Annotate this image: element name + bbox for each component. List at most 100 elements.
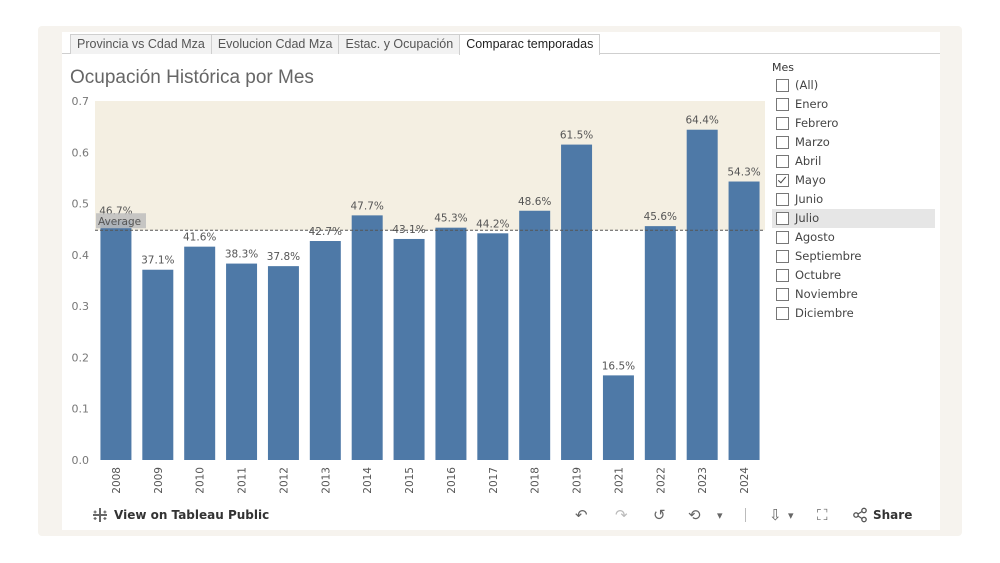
- filter-item-label: Febrero: [795, 116, 839, 130]
- x-tick-label: 2010: [195, 467, 207, 494]
- view-on-tableau-label: View on Tableau Public: [114, 508, 270, 522]
- download-dropdown-caret-icon[interactable]: ▾: [788, 509, 794, 522]
- share-icon: [853, 507, 867, 523]
- toolbar-separator: [745, 508, 746, 522]
- filter-item[interactable]: Septiembre: [772, 247, 935, 266]
- x-tick-label: 2021: [613, 467, 625, 494]
- filter-item[interactable]: Agosto: [772, 228, 935, 247]
- x-tick-label: 2015: [404, 467, 416, 494]
- checkbox-icon[interactable]: [776, 231, 789, 244]
- checkbox-icon[interactable]: [776, 174, 789, 187]
- bar-2011: [226, 263, 258, 460]
- checkbox-icon[interactable]: [776, 288, 789, 301]
- download-icon[interactable]: ⇩: [769, 506, 782, 524]
- checkbox-icon[interactable]: [776, 155, 789, 168]
- data-label: 44.2%: [476, 218, 509, 230]
- filter-item-label: Julio: [795, 211, 820, 225]
- x-tick-label: 2023: [697, 467, 709, 494]
- y-tick-label: 0.5: [72, 198, 90, 211]
- average-label-bg: [96, 213, 146, 229]
- data-label: 43.1%: [392, 224, 425, 236]
- x-tick-label: 2014: [362, 467, 374, 494]
- average-band: [95, 101, 765, 231]
- checkbox-icon[interactable]: [776, 117, 789, 130]
- data-label: 42.7%: [309, 226, 342, 238]
- filter-item-label: Enero: [795, 97, 829, 111]
- filter-item-label: Noviembre: [795, 287, 858, 301]
- bar-2009: [142, 269, 174, 460]
- filter-item-label: Junio: [795, 192, 824, 206]
- checkbox-icon[interactable]: [776, 193, 789, 206]
- filter-item-label: Abril: [795, 154, 822, 168]
- x-tick-label: 2018: [530, 467, 542, 494]
- data-label: 54.3%: [727, 167, 760, 179]
- checkbox-icon[interactable]: [776, 79, 789, 92]
- chart-title: Ocupación Histórica por Mes: [70, 67, 314, 88]
- data-label: 41.6%: [183, 232, 216, 244]
- checkbox-icon[interactable]: [776, 250, 789, 263]
- x-tick-label: 2013: [320, 467, 332, 494]
- toolbar: View on Tableau Public ↶ ↷ ↺ ⟲ ▾ ⇩ ▾ ⛶ S…: [62, 500, 940, 530]
- filter-item[interactable]: Octubre: [772, 266, 935, 285]
- x-tick-label: 2016: [446, 467, 458, 494]
- data-label: 38.3%: [225, 249, 258, 261]
- refresh-icon[interactable]: ⟲: [688, 506, 701, 524]
- y-tick-label: 0.1: [72, 403, 90, 416]
- checkbox-icon[interactable]: [776, 212, 789, 225]
- x-tick-label: 2024: [739, 467, 751, 494]
- bar-2021: [602, 375, 634, 460]
- checkbox-icon[interactable]: [776, 98, 789, 111]
- checkbox-icon[interactable]: [776, 136, 789, 149]
- share-label: Share: [873, 508, 913, 522]
- filter-item[interactable]: Enero: [772, 95, 935, 114]
- filter-item[interactable]: Junio: [772, 190, 935, 209]
- filter-item[interactable]: Julio: [772, 209, 935, 228]
- tab-1[interactable]: Provincia vs Cdad Mza: [70, 34, 212, 54]
- fullscreen-icon[interactable]: ⛶: [817, 506, 828, 524]
- revert-icon[interactable]: ↺: [653, 506, 666, 524]
- filter-item[interactable]: Mayo: [772, 171, 935, 190]
- filter-item[interactable]: Diciembre: [772, 304, 935, 323]
- bar-2023: [686, 129, 718, 460]
- y-tick-label: 0.6: [72, 146, 90, 159]
- filter-item-label: Diciembre: [795, 306, 854, 320]
- bar-2019: [561, 144, 593, 461]
- tab-strip: Provincia vs Cdad Mza Evolucion Cdad Mza E…: [70, 34, 601, 55]
- x-tick-label: 2012: [278, 467, 290, 494]
- refresh-dropdown-caret-icon[interactable]: ▾: [717, 509, 723, 522]
- x-tick-label: 2022: [655, 467, 667, 494]
- checkbox-icon[interactable]: [776, 307, 789, 320]
- bar-2018: [519, 210, 551, 460]
- filter-item[interactable]: Febrero: [772, 114, 935, 133]
- bar-2015: [393, 238, 425, 460]
- filter-item[interactable]: (All): [772, 76, 935, 95]
- bar-2013: [309, 241, 341, 460]
- bar-2017: [477, 233, 509, 460]
- x-tick-label: 2011: [237, 467, 249, 494]
- filter-item[interactable]: Noviembre: [772, 285, 935, 304]
- tab-3[interactable]: Estac. y Ocupación: [338, 34, 461, 54]
- y-tick-label: 0.2: [72, 351, 90, 364]
- view-on-tableau-button[interactable]: View on Tableau Public: [92, 507, 269, 523]
- filter-item[interactable]: Marzo: [772, 133, 935, 152]
- filter-item-label: Octubre: [795, 268, 842, 282]
- filter-title: Mes: [772, 61, 794, 74]
- x-tick-label: 2019: [572, 467, 584, 494]
- undo-icon[interactable]: ↶: [575, 506, 588, 524]
- bar-2016: [435, 227, 467, 460]
- month-filter: Mes (All) Enero Febrero Marzo Abril Mayo Junio…: [772, 60, 935, 323]
- bar-2008: [100, 220, 132, 460]
- tab-2[interactable]: Evolucion Cdad Mza: [210, 34, 340, 54]
- filter-item-label: (All): [795, 78, 819, 92]
- filter-item-label: Mayo: [795, 173, 826, 187]
- filter-item-label: Septiembre: [795, 249, 862, 263]
- tab-4[interactable]: Comparac temporadas: [459, 34, 601, 55]
- filter-item[interactable]: Abril: [772, 152, 935, 171]
- bar-2014: [351, 215, 383, 460]
- redo-icon[interactable]: ↷: [615, 506, 628, 524]
- data-label: 48.6%: [518, 196, 551, 208]
- filter-item-label: Agosto: [795, 230, 835, 244]
- share-button[interactable]: Share: [852, 507, 912, 523]
- checkbox-icon[interactable]: [776, 269, 789, 282]
